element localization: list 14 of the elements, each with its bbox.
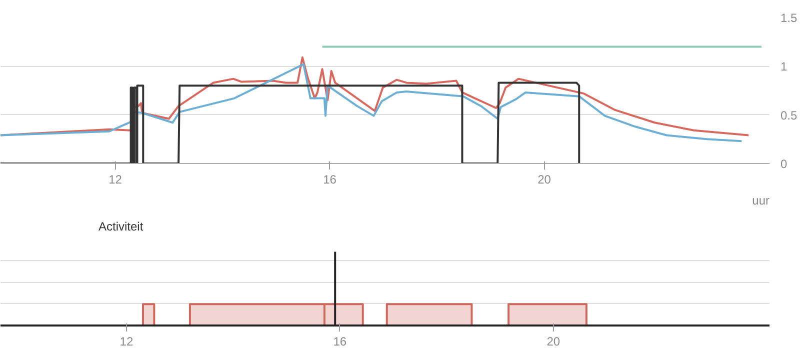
x-tick-label: 12 <box>108 172 122 186</box>
x-tick-label: 12 <box>120 334 134 348</box>
x-tick-label: 16 <box>323 172 337 186</box>
y-tick-label: 1.5 <box>780 11 798 25</box>
y-tick-label: 1 <box>780 60 788 74</box>
x-axis-title: uur <box>752 194 770 208</box>
x-tick-label: 16 <box>333 334 347 348</box>
y-tick-label: 0 <box>780 157 788 171</box>
y-tick-label: 0.5 <box>780 108 798 122</box>
chart-title: Activiteit <box>98 220 144 234</box>
x-tick-label: 20 <box>538 172 552 186</box>
line-series <box>0 82 580 164</box>
line-series <box>0 63 743 142</box>
x-tick-label: 20 <box>546 334 560 348</box>
